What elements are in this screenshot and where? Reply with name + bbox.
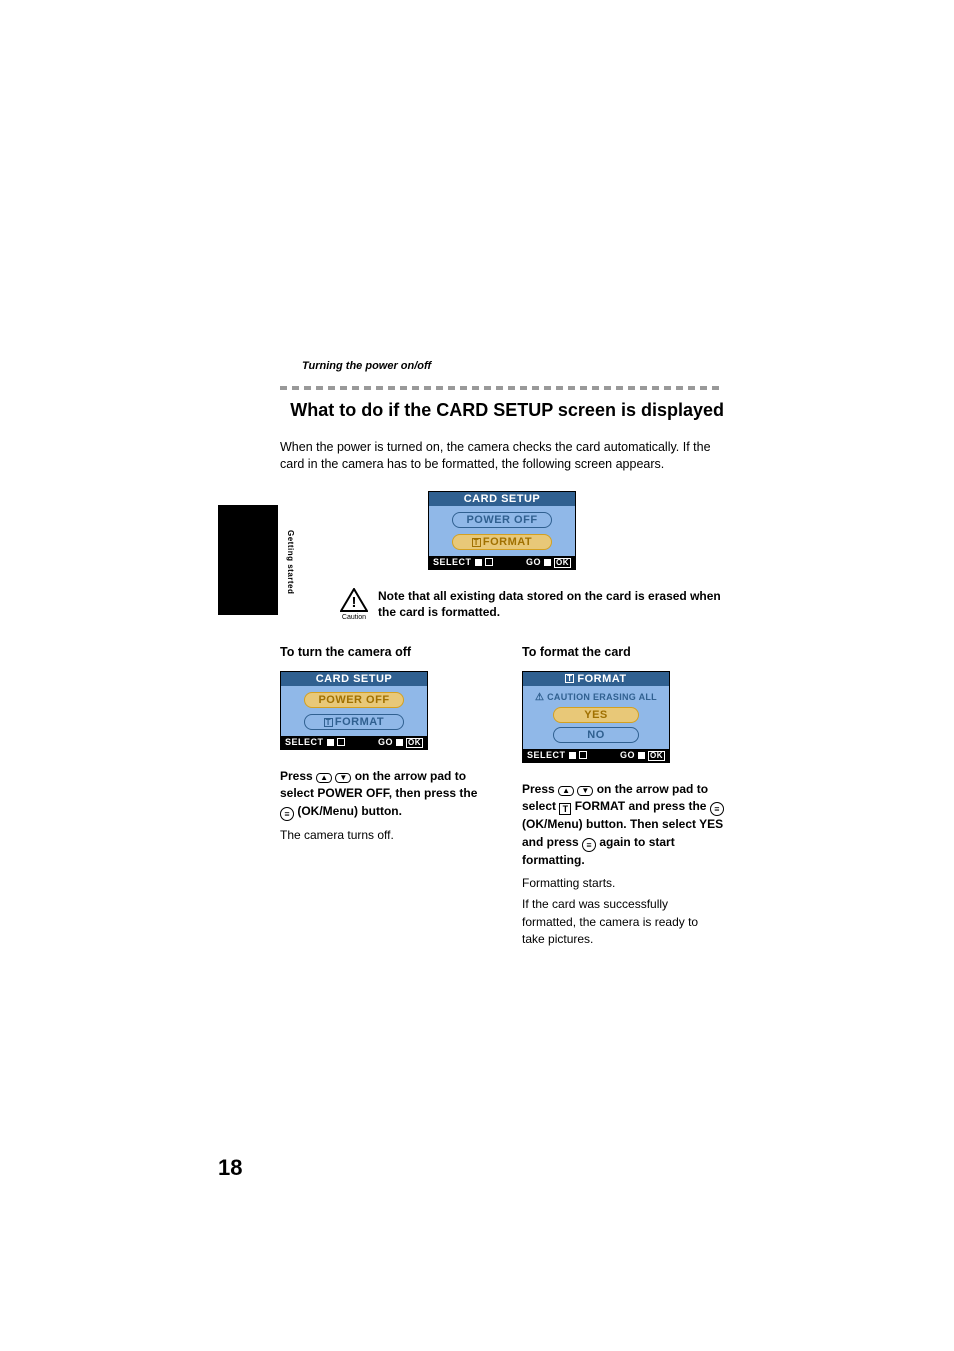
go-diamond-icon [396,739,403,746]
format-option-label: FORMAT [483,536,532,548]
menu-button-icon: ≡ [582,838,596,852]
card-icon: T [565,674,574,683]
select-diamond-icon [569,752,576,759]
footer-go: GO [378,737,393,747]
intro-paragraph: When the power is turned on, the camera … [280,439,724,473]
card-icon: T [472,538,481,547]
left-result: The camera turns off. [280,827,482,844]
up-arrow-icon: ▲ [316,773,332,783]
ok-box-icon: OK [406,738,423,748]
format-warning-text: CAUTION ERASING ALL [547,692,657,702]
no-option: NO [553,727,639,743]
t: FORMAT and press the [571,799,709,813]
card-icon: T [324,718,333,727]
format-option: TFORMAT [452,534,552,550]
menu-button-icon: ≡ [710,802,724,816]
caution-icon-label: Caution [340,614,368,621]
power-off-option: POWER OFF [452,512,552,528]
warning-triangle-icon: ⚠ [535,692,544,703]
format-title-text: FORMAT [577,673,626,685]
dpad-icon [337,738,345,746]
go-diamond-icon [544,559,551,566]
caution-text: Note that all existing data stored on th… [378,588,724,620]
t: Press [522,782,558,796]
lcd-title: CARD SETUP [429,492,575,506]
lcd-title-left: CARD SETUP [281,672,427,686]
go-diamond-icon [638,752,645,759]
lcd-footer: SELECT GO OK [429,556,575,569]
format-lcd-title: TFORMAT [523,672,669,686]
footer-select: SELECT [527,750,566,760]
chapter-side-label: Getting started [286,530,295,594]
caution-icon: ! Caution [340,588,368,621]
dpad-icon [579,751,587,759]
lcd-footer-left: SELECT GO OK [281,736,427,749]
yes-option: YES [553,707,639,723]
footer-select: SELECT [433,557,472,567]
footer-select: SELECT [285,737,324,747]
down-arrow-icon: ▼ [335,773,351,783]
t: Press [280,769,316,783]
section-rule [280,386,724,390]
power-off-option-selected: POWER OFF [304,692,404,708]
page-number: 18 [218,1155,242,1181]
card-setup-screen: CARD SETUP POWER OFF TFORMAT SELECT GO O… [428,491,576,570]
right-p3: If the card was successfully formatted, … [522,896,724,948]
format-option-unselected: TFORMAT [304,714,404,730]
right-instruction: Press ▲ ▼ on the arrow pad to select T F… [522,781,724,869]
card-icon-inline: T [559,803,571,815]
right-heading: To format the card [522,645,724,659]
select-diamond-icon [327,739,334,746]
left-heading: To turn the camera off [280,645,482,659]
right-p2: Formatting starts. [522,875,724,892]
t: (OK/Menu) button. [294,804,402,818]
format-option-label: FORMAT [335,716,384,728]
select-diamond-icon [475,559,482,566]
card-setup-screen-left: CARD SETUP POWER OFF TFORMAT SELECT GO O… [280,671,428,750]
footer-go: GO [620,750,635,760]
ok-box-icon: OK [554,558,571,568]
menu-button-icon: ≡ [280,807,294,821]
running-header: Turning the power on/off [302,360,724,372]
section-title: What to do if the CARD SETUP screen is d… [280,400,724,421]
down-arrow-icon: ▼ [577,786,593,796]
dpad-icon [485,558,493,566]
up-arrow-icon: ▲ [558,786,574,796]
ok-box-icon: OK [648,751,665,761]
lcd-footer-right: SELECT GO OK [523,749,669,762]
footer-go: GO [526,557,541,567]
chapter-tab [218,505,278,615]
format-screen: TFORMAT ⚠ CAUTION ERASING ALL YES NO SEL… [522,671,670,763]
format-warning: ⚠ CAUTION ERASING ALL [535,692,657,703]
left-instruction: Press ▲ ▼ on the arrow pad to select POW… [280,768,482,821]
svg-text:!: ! [352,594,357,611]
